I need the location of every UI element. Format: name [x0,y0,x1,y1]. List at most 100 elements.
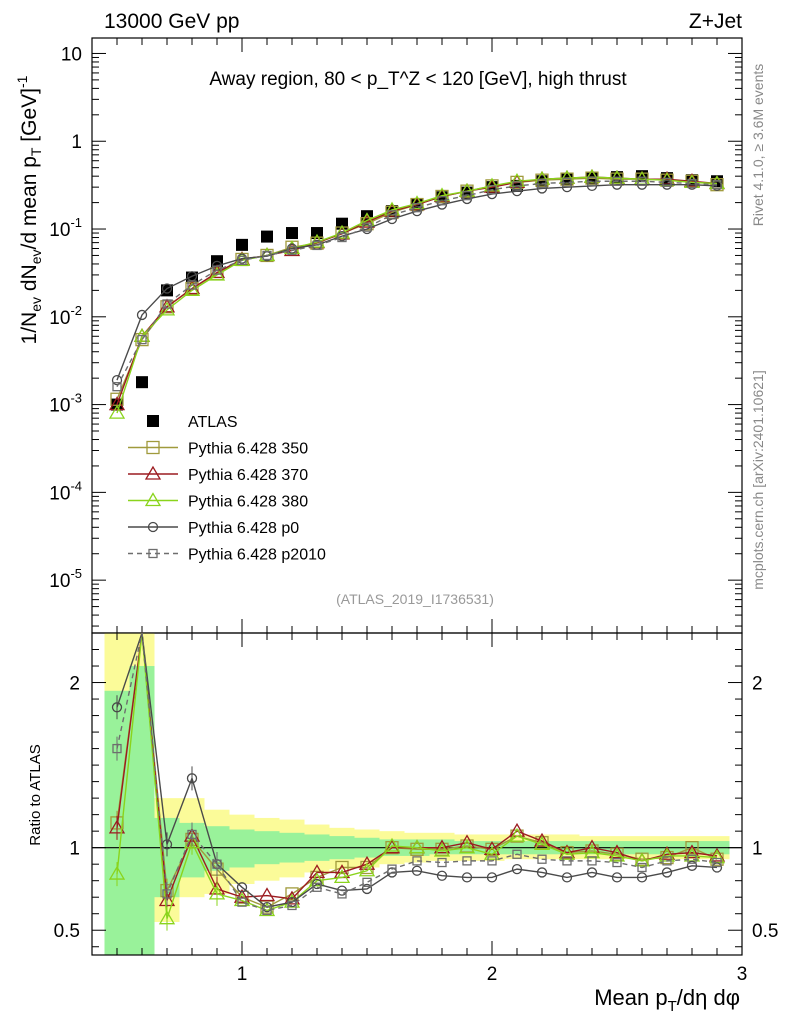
ratio-point [487,856,497,866]
data-point [537,178,547,189]
legend-label: Pythia 6.428 p0 [188,520,299,537]
data-point [311,227,323,240]
ratio-point [486,872,498,883]
data-point [108,404,126,419]
main-series-layer [108,168,726,419]
ratio-xlabel: Mean pT/dη dφ [594,985,740,1015]
ratio-ytick-label-right: 2 [752,674,763,695]
side-label-mcplots: mcplots.cern.ch [arXiv:2401.10621] [750,370,766,589]
title-main: Away region, 80 < p_T^Z < 120 [GeV], hig… [209,69,627,90]
data-point [612,176,622,186]
ratio-point [186,773,198,784]
ratio-point [383,837,401,852]
ratio-point [262,905,272,916]
ratio-point [586,867,598,878]
data-point [412,203,422,213]
ratio-point [236,882,248,893]
ratio-point [437,857,447,868]
data-point [712,180,722,190]
ratio-point [111,702,123,713]
ratio-point [533,832,551,847]
ratio-point [683,844,701,859]
ratio-point [608,847,626,862]
watermark: (ATLAS_2019_I1736531) [336,591,494,607]
ratio-ytick-label: 1 [69,839,80,860]
ratio-band-layer [104,633,730,955]
ratio-point [658,845,676,860]
data-point [458,182,476,197]
data-point [362,222,372,232]
data-point [562,177,572,188]
legend-marker [147,521,159,533]
legend-label: Pythia 6.428 370 [188,467,308,484]
ratio-point [362,877,372,887]
data-point [262,250,272,261]
data-point [583,168,601,183]
ratio-point [686,860,698,871]
legend-marker [147,415,159,427]
ratio-point [158,910,176,925]
legend-marker [146,440,160,455]
ratio-point [283,890,301,905]
legend-item-pythia-6-428-380: Pythia 6.428 380 [128,492,308,511]
legend-marker [144,465,162,480]
ratio-ytick-label: 0.5 [54,921,80,942]
uncertainty-band-inner [229,829,255,868]
main-ytick-label: 10-2 [49,303,82,329]
ratio-series-layer [108,632,726,931]
ratio-point [308,872,326,887]
main-ytick-label: 10-4 [49,478,82,504]
legend-label: Pythia 6.428 380 [188,494,308,511]
ratio-point [537,854,547,864]
data-point [236,238,248,251]
ratio-point [161,839,173,850]
main-axes: 10 1 10-1 10-2 10-3 10-4 10-5 [49,37,743,634]
ratio-point [661,867,673,878]
legend-item-pythia-6-428-p2010: Pythia 6.428 p2010 [128,547,326,564]
data-point [358,213,376,228]
data-point [462,190,472,201]
ratio-point [337,889,347,899]
ratio-point [335,860,349,875]
ratio-point [333,869,351,884]
data-point [585,171,599,185]
ratio-xtick-label: 1 [237,964,248,985]
legend: ATLAS Pythia 6.428 350 Pythia 6.428 370 Pyt… [128,414,326,564]
data-point [187,280,197,290]
data-point [312,240,322,251]
ratio-point [287,900,297,911]
ratio-point [533,836,551,851]
ratio-point [708,847,726,862]
ratio-series-pythia-6-428-p2010 [112,632,722,916]
ratio-point [411,865,423,876]
main-ytick-label: 1 [71,132,82,153]
ratio-ytick-label-right: 1 [752,839,763,860]
series-pythia-6-428-p2010 [112,176,722,392]
ratio-point [358,855,376,870]
ratio-point [662,856,672,866]
ratio-point [408,839,426,854]
data-point [137,334,147,345]
data-point [112,382,122,392]
legend-label: Pythia 6.428 350 [188,441,308,458]
ratio-point [536,867,548,878]
ratio-point [611,872,623,883]
ratio-point [108,819,126,834]
ratio-point [558,844,576,859]
ratio-point [712,857,722,868]
ratio-point [258,887,276,902]
ratio-line [116,632,718,912]
data-point [662,177,672,188]
data-point [136,376,148,389]
data-point [483,177,501,192]
ratio-point [358,862,376,877]
data-point [261,230,273,243]
series-line [116,183,718,381]
ratio-ylabel: Ratio to ATLAS [27,744,44,845]
main-ytick-label: 10 [61,44,82,65]
main-ylabel: 1/Nev dNev/d mean pT [GeV]-1 [14,75,44,344]
ratio-point [312,882,322,892]
ratio-point [410,842,424,856]
legend-marker [148,548,158,559]
